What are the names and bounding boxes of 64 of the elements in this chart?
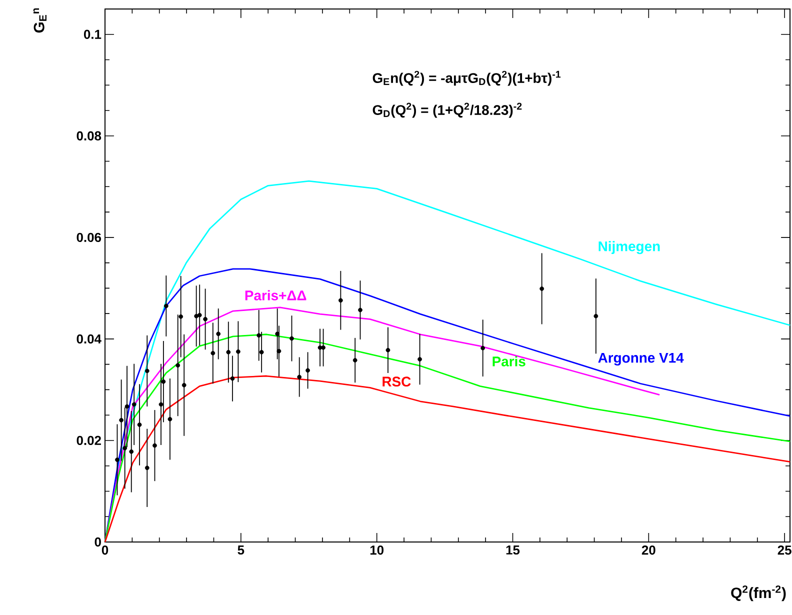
x-tick-label: 5 [238,546,244,555]
point [276,348,282,354]
point [418,357,422,362]
point [182,382,186,388]
point [176,363,180,368]
point [352,358,358,362]
point [164,304,168,308]
point [230,376,235,381]
point [275,332,280,336]
series-label: Nijmegen [598,241,660,254]
point [321,345,326,350]
series-label: Paris+ΔΔ [245,290,306,300]
x-tick-label: 10 [370,546,384,555]
x-tick-label: 25 [778,546,792,555]
point [358,308,362,312]
series-label: Paris [492,356,526,366]
y-tick-label: 0.08 [76,131,102,140]
point [203,316,208,322]
text: G$_{E}$n(Q$^{2}$) = -aμτG$_{D}$(Q$^{2}$)(1+bτ)$^{-1}$ [372,70,561,86]
annotation: G$_{D}$(Q$^{2}$) = (1+Q$^{2}$/18.23)$^{-2}$ [372,102,522,118]
series-label: RSC [382,376,411,387]
point [144,466,150,470]
y-axis-title: G$_{E}$n [33,8,46,33]
line-series [104,375,791,543]
point [480,346,486,350]
point [259,350,264,354]
point [197,312,202,318]
x-tick-label: 20 [642,546,656,555]
point [168,416,172,422]
y-tick-label: 0 [94,537,101,547]
point [122,446,128,450]
x-tick-label: 0 [102,546,108,555]
point [236,349,240,354]
x-axis-title: Q$^{2}$(fm$^{-2}$) [731,586,786,602]
point [210,350,216,356]
point [226,350,231,354]
point [115,458,120,462]
point [129,449,134,454]
line-series [104,334,791,543]
point [297,374,302,380]
point [386,348,390,352]
point [144,368,150,374]
y-tick-label: 0.1 [84,30,102,39]
point [119,418,124,422]
point [256,333,262,338]
x-tick-label: 15 [506,546,520,555]
point [540,286,544,291]
point [290,336,294,341]
y-tick-label: 0.06 [76,232,102,242]
point [158,402,164,407]
point [137,422,142,427]
point [194,314,199,318]
point [594,314,598,318]
point [152,443,157,448]
y-tick-label: 0.04 [76,334,102,344]
series-label: Argonne V14 [598,352,684,366]
point [132,402,136,407]
y-tick-label: 0.02 [76,436,101,446]
point [124,404,130,409]
point [306,368,310,373]
point [216,332,221,336]
point [161,379,166,384]
point [178,314,184,319]
point [338,298,343,303]
